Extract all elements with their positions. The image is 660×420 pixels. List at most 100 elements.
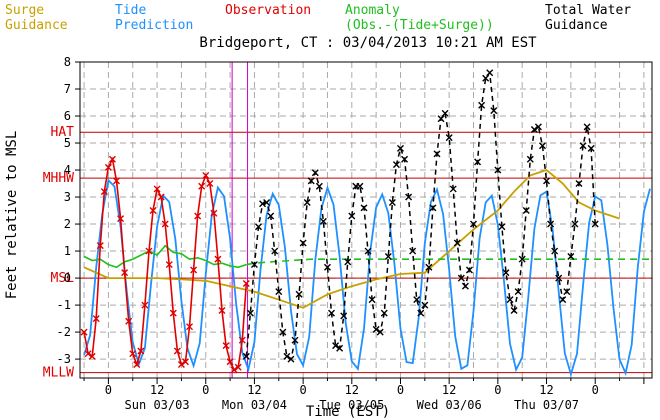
- data-point-marker: [538, 142, 546, 150]
- data-point-marker: [84, 350, 92, 358]
- x-tick-label: 0: [300, 383, 307, 397]
- data-point-marker: [194, 212, 202, 220]
- data-point-marker: [360, 204, 368, 212]
- data-point-marker: [307, 177, 315, 185]
- data-point-marker: [129, 350, 137, 358]
- legend-total-line1: Total Water: [545, 3, 631, 18]
- grid: [80, 61, 652, 378]
- data-point-marker: [461, 282, 469, 290]
- x-tick-label: 0: [592, 383, 599, 397]
- data-point-marker: [388, 198, 396, 206]
- data-point-marker: [117, 215, 125, 223]
- x-tick-label: 0: [202, 383, 209, 397]
- data-point-marker: [113, 177, 121, 185]
- data-point-marker: [242, 352, 250, 360]
- y-axis-label: Feet relative to MSL: [4, 131, 20, 300]
- data-point-marker: [494, 166, 502, 174]
- day-label: Sun 03/03: [125, 398, 190, 412]
- data-point-marker: [551, 247, 559, 255]
- data-point-marker: [92, 315, 100, 323]
- data-point-marker: [315, 182, 323, 190]
- y-tick-label: -1: [57, 298, 71, 312]
- data-point-marker: [218, 306, 226, 314]
- legend-surge-line2: Guidance: [5, 18, 68, 33]
- data-point-marker: [279, 328, 287, 336]
- data-point-marker: [238, 336, 246, 344]
- data-point-marker: [319, 217, 327, 225]
- data-point-marker: [457, 274, 465, 282]
- data-point-marker: [437, 115, 445, 123]
- data-point-marker: [186, 323, 194, 331]
- data-point-marker: [575, 180, 583, 188]
- legend-total-line2: Guidance: [545, 18, 608, 33]
- data-point-marker: [567, 252, 575, 260]
- data-point-marker: [384, 252, 392, 260]
- data-point-marker: [591, 220, 599, 228]
- data-point-marker: [413, 296, 421, 304]
- data-point-marker: [587, 144, 595, 152]
- x-tick-label: 0: [494, 383, 501, 397]
- data-point-marker: [445, 134, 453, 142]
- x-tick-label: 0: [397, 383, 404, 397]
- legend-observation-line1: Observation: [225, 3, 311, 18]
- data-point-marker: [246, 309, 254, 317]
- y-tick-label: 6: [64, 109, 71, 123]
- series-tide-prediction: [83, 178, 651, 378]
- data-point-marker: [555, 274, 563, 282]
- data-point-marker: [287, 355, 295, 363]
- x-tick-label: 12: [150, 383, 164, 397]
- data-point-marker: [311, 169, 319, 177]
- ref-label-mhhw: MHHW: [43, 171, 74, 186]
- data-point-marker: [392, 161, 400, 169]
- data-point-marker: [137, 347, 145, 355]
- data-point-marker: [234, 363, 242, 371]
- data-point-marker: [198, 182, 206, 190]
- data-point-marker: [263, 198, 271, 206]
- data-point-marker: [498, 223, 506, 231]
- ref-label-hat: HAT: [51, 125, 75, 140]
- data-point-marker: [470, 220, 477, 228]
- data-point-marker: [465, 266, 473, 274]
- day-label: Tue 03/05: [319, 398, 384, 412]
- data-point-marker: [303, 198, 311, 206]
- data-point-marker: [173, 347, 181, 355]
- day-label: Mon 03/04: [222, 398, 287, 412]
- data-point-marker: [214, 255, 222, 263]
- data-point-marker: [267, 212, 275, 220]
- x-tick-label: 0: [105, 383, 112, 397]
- data-point-marker: [514, 288, 522, 296]
- series-surge-guidance: [83, 168, 620, 309]
- data-point-marker: [206, 180, 214, 188]
- data-point-marker: [295, 290, 303, 298]
- data-point-marker: [530, 126, 538, 134]
- data-point-marker: [526, 155, 534, 163]
- series-layer: [80, 69, 652, 378]
- data-point-marker: [177, 361, 185, 368]
- data-point-marker: [563, 288, 571, 296]
- data-point-marker: [141, 301, 149, 309]
- data-point-marker: [100, 188, 108, 196]
- data-point-marker: [157, 193, 165, 201]
- data-point-marker: [271, 247, 279, 255]
- data-point-marker: [421, 301, 429, 309]
- data-point-marker: [571, 220, 579, 228]
- legend-svg: Surge Guidance Tide Prediction Observati…: [5, 3, 631, 33]
- data-point-marker: [405, 193, 413, 201]
- data-point-marker: [376, 328, 384, 336]
- day-label: Wed 03/06: [417, 398, 482, 412]
- data-point-marker: [433, 150, 441, 158]
- data-point-marker: [242, 279, 250, 287]
- data-point-marker: [121, 269, 129, 277]
- data-point-marker: [543, 177, 551, 185]
- data-point-marker: [332, 342, 340, 350]
- data-point-marker: [108, 155, 116, 163]
- data-point-marker: [299, 239, 307, 247]
- data-point-marker: [583, 123, 591, 131]
- data-point-marker: [222, 342, 230, 350]
- data-point-marker: [547, 220, 555, 228]
- ref-label-msl: MSL: [51, 271, 75, 286]
- data-point-marker: [490, 107, 498, 115]
- y-tick-label: 5: [64, 136, 71, 150]
- y-tick-label: 3: [64, 190, 71, 204]
